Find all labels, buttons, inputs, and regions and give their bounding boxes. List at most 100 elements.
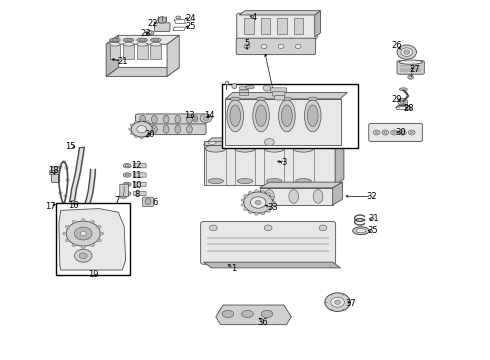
Ellipse shape [120,196,126,198]
Ellipse shape [110,38,120,42]
Ellipse shape [237,179,253,184]
Circle shape [244,194,247,197]
Circle shape [272,201,276,204]
Circle shape [401,131,404,134]
Bar [56,203,130,275]
Circle shape [270,206,274,208]
Polygon shape [59,208,125,270]
Ellipse shape [235,145,255,152]
Circle shape [392,131,395,134]
FancyBboxPatch shape [143,197,153,206]
Bar [66,179,69,181]
FancyBboxPatch shape [240,93,248,96]
Ellipse shape [176,16,181,19]
Ellipse shape [137,38,147,42]
Ellipse shape [208,141,216,144]
Ellipse shape [401,48,413,57]
Ellipse shape [245,85,254,89]
Ellipse shape [279,100,295,132]
Circle shape [81,219,85,221]
Text: 25: 25 [185,22,196,31]
Circle shape [244,208,247,211]
Ellipse shape [295,179,311,184]
Ellipse shape [404,50,410,54]
Circle shape [399,130,406,135]
FancyBboxPatch shape [369,123,422,141]
Ellipse shape [194,117,196,120]
Circle shape [261,44,267,49]
Ellipse shape [125,174,129,176]
Ellipse shape [153,39,159,41]
Ellipse shape [253,100,270,132]
Circle shape [319,225,327,231]
Circle shape [74,227,92,240]
Ellipse shape [193,116,198,121]
Ellipse shape [205,145,226,152]
Ellipse shape [163,115,169,123]
Circle shape [244,192,273,213]
Ellipse shape [175,125,181,133]
Text: 11: 11 [132,171,142,180]
FancyBboxPatch shape [135,124,206,135]
Circle shape [375,131,378,134]
Bar [264,149,285,185]
Circle shape [267,193,270,195]
Circle shape [400,100,405,104]
Ellipse shape [230,105,241,126]
Text: 4: 4 [251,13,256,22]
Bar [59,166,62,168]
Circle shape [248,191,252,194]
Circle shape [295,44,301,49]
Ellipse shape [230,97,240,101]
Circle shape [265,139,274,146]
Circle shape [255,201,261,204]
Ellipse shape [256,97,266,101]
Bar [57,179,60,181]
Circle shape [384,131,387,134]
Ellipse shape [123,182,131,186]
Bar [65,195,68,197]
Text: 5: 5 [245,39,249,48]
Ellipse shape [222,310,234,318]
Ellipse shape [158,17,167,23]
Ellipse shape [267,179,282,184]
Bar [235,149,255,185]
Circle shape [241,203,245,206]
Ellipse shape [125,183,129,185]
Ellipse shape [123,192,131,196]
Circle shape [81,246,85,249]
Ellipse shape [208,179,223,184]
Circle shape [65,239,69,242]
Circle shape [209,225,217,231]
FancyBboxPatch shape [51,167,59,183]
Circle shape [152,128,155,130]
Circle shape [128,128,131,130]
Circle shape [137,126,147,133]
Circle shape [150,132,153,135]
Circle shape [335,300,341,304]
Ellipse shape [232,84,237,89]
Polygon shape [106,35,179,44]
Text: 13: 13 [184,111,195,120]
Ellipse shape [151,125,157,133]
Circle shape [131,121,152,137]
Circle shape [261,190,265,193]
Ellipse shape [125,165,129,167]
Circle shape [134,121,137,123]
Circle shape [100,232,104,235]
Circle shape [248,211,252,214]
Bar [62,202,65,204]
Text: 10: 10 [132,180,142,189]
FancyBboxPatch shape [237,13,317,39]
Polygon shape [260,182,343,188]
Text: 12: 12 [132,161,142,170]
Circle shape [244,44,250,49]
Circle shape [203,116,209,120]
FancyBboxPatch shape [275,96,285,100]
Ellipse shape [307,105,318,126]
Circle shape [408,75,414,79]
Bar [203,141,274,145]
Text: 18: 18 [48,166,59,175]
Circle shape [134,136,137,138]
Ellipse shape [265,190,274,203]
